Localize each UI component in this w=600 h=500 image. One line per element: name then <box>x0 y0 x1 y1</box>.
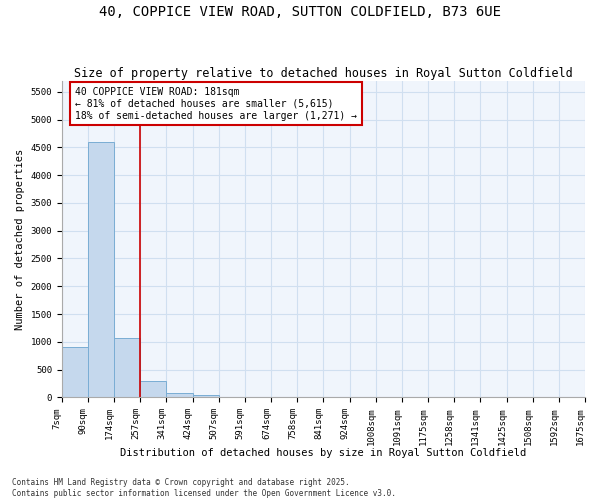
Text: 40 COPPICE VIEW ROAD: 181sqm
← 81% of detached houses are smaller (5,615)
18% of: 40 COPPICE VIEW ROAD: 181sqm ← 81% of de… <box>75 88 357 120</box>
Title: Size of property relative to detached houses in Royal Sutton Coldfield: Size of property relative to detached ho… <box>74 66 573 80</box>
Bar <box>193 395 219 398</box>
Bar <box>166 393 193 398</box>
Text: 40, COPPICE VIEW ROAD, SUTTON COLDFIELD, B73 6UE: 40, COPPICE VIEW ROAD, SUTTON COLDFIELD,… <box>99 5 501 19</box>
Bar <box>140 381 166 398</box>
Bar <box>88 142 114 398</box>
Text: Contains HM Land Registry data © Crown copyright and database right 2025.
Contai: Contains HM Land Registry data © Crown c… <box>12 478 396 498</box>
Y-axis label: Number of detached properties: Number of detached properties <box>15 148 25 330</box>
Bar <box>114 338 140 398</box>
Bar <box>62 348 88 398</box>
X-axis label: Distribution of detached houses by size in Royal Sutton Coldfield: Distribution of detached houses by size … <box>120 448 527 458</box>
